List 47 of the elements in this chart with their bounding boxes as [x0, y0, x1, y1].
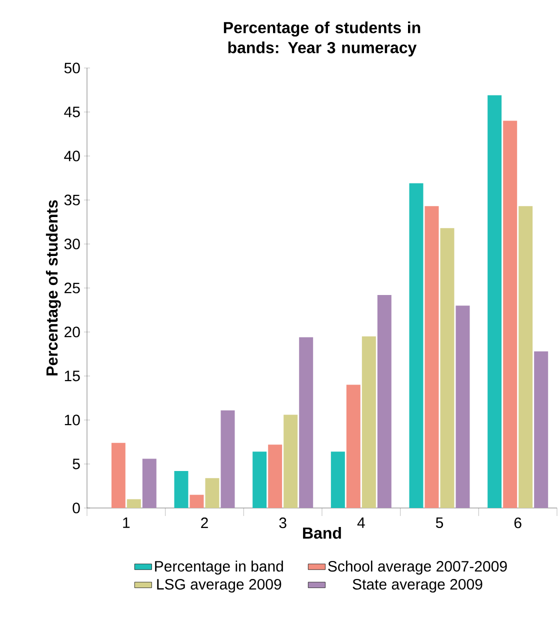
- legend-label: State average 2009: [352, 578, 482, 593]
- y-tick-label: 25: [64, 282, 80, 294]
- x-tick-label: 1: [123, 518, 130, 528]
- bar: [190, 494, 204, 508]
- bar: [284, 414, 298, 508]
- bar: [518, 206, 533, 508]
- y-tick-label: 30: [64, 238, 80, 250]
- x-axis-title: Band: [303, 527, 341, 539]
- bar: [142, 458, 156, 508]
- x-tick-label: 2: [201, 518, 208, 528]
- legend-label: LSG average 2009: [157, 578, 282, 593]
- x-tick-label: 3: [279, 518, 286, 528]
- y-tick-label: 0: [72, 502, 80, 514]
- y-tick-label: 15: [64, 370, 80, 382]
- bar: [440, 228, 454, 508]
- bar: [377, 295, 392, 508]
- legend-label: School average 2007-2009: [328, 560, 507, 575]
- y-tick-label: 35: [64, 194, 80, 206]
- y-tick-label: 40: [64, 150, 80, 162]
- bar: [503, 120, 518, 508]
- bar: [534, 351, 548, 508]
- bar: [409, 183, 424, 508]
- bar: [362, 336, 376, 508]
- bar: [346, 384, 360, 508]
- bar: [456, 306, 470, 508]
- bar: [330, 452, 345, 508]
- bar: [299, 337, 314, 508]
- bar: [205, 478, 220, 508]
- bar: [174, 471, 188, 508]
- x-tick-label: 4: [357, 518, 365, 528]
- bar: [424, 206, 439, 508]
- y-tick-label: 5: [72, 458, 80, 470]
- bar: [268, 444, 282, 508]
- chart-title: Percentage of students in bands: Year 3 numeracy: [224, 22, 420, 56]
- bar: [488, 95, 502, 508]
- legend-label: Percentage in band: [155, 560, 283, 575]
- x-tick-label: 6: [514, 518, 522, 528]
- bar: [220, 410, 235, 508]
- y-tick-label: 50: [64, 62, 80, 74]
- bar: [126, 499, 141, 508]
- bar: [252, 452, 267, 508]
- y-axis-title: Percentage of students: [46, 200, 61, 376]
- y-tick-label: 20: [64, 326, 80, 338]
- y-tick-label: 10: [64, 414, 80, 426]
- y-tick-label: 45: [64, 106, 80, 118]
- bar: [111, 442, 126, 508]
- x-tick-label: 5: [436, 518, 444, 528]
